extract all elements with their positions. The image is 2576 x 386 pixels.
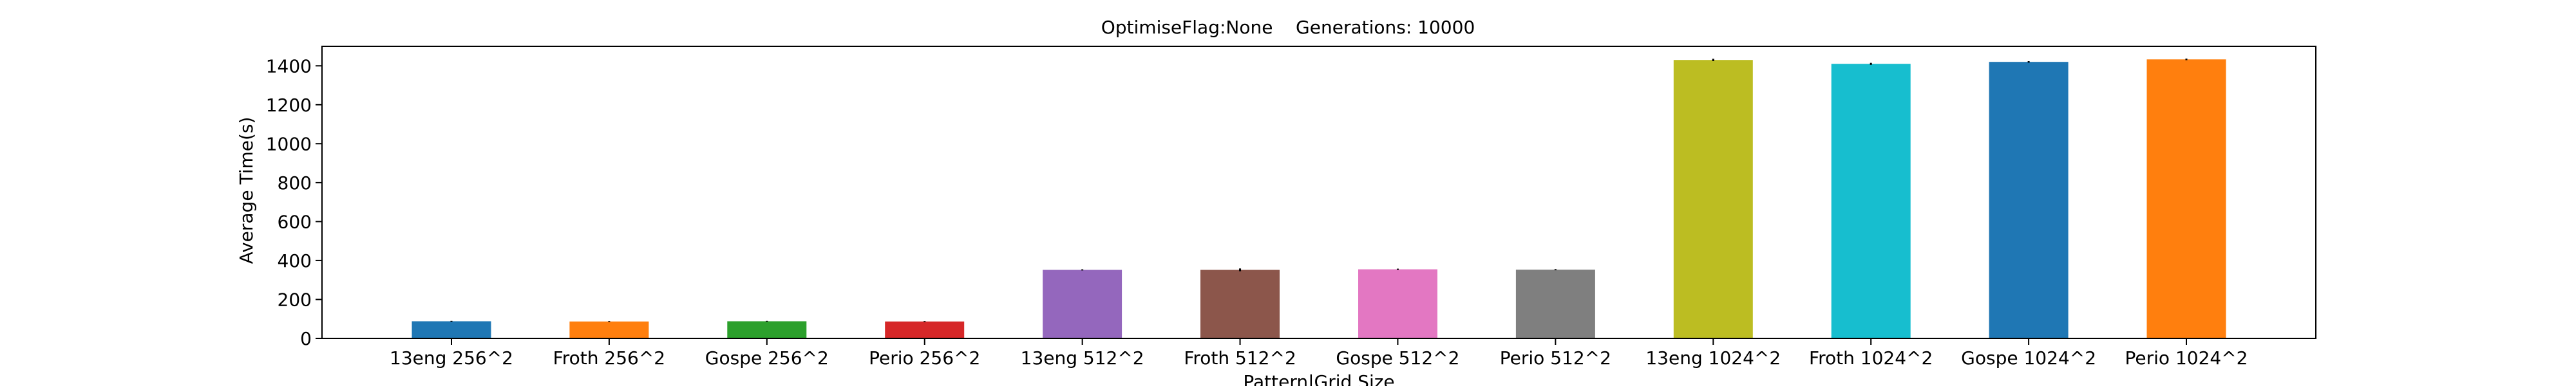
bar: [727, 321, 807, 338]
y-tick-label: 400: [278, 250, 312, 271]
y-tick-label: 800: [278, 172, 312, 194]
y-tick-label: 1000: [266, 133, 312, 154]
bars-layer: [412, 59, 2226, 339]
bar: [412, 321, 491, 338]
x-tick-label: 13eng 1024^2: [1645, 347, 1781, 369]
bar: [1831, 64, 1911, 338]
x-tick-label: Froth 1024^2: [1809, 347, 1933, 369]
x-tick-label: Gospe 256^2: [705, 347, 829, 369]
bar: [1515, 270, 1595, 338]
bar: [1989, 62, 2069, 338]
x-axis-label: Pattern|Grid Size: [1243, 371, 1394, 386]
y-tick-label: 1200: [266, 95, 312, 116]
x-tick-label: Froth 256^2: [553, 347, 665, 369]
bar: [1673, 60, 1753, 338]
bar: [1200, 270, 1280, 338]
x-tick-label: Froth 512^2: [1184, 347, 1296, 369]
ticks-layer: 13eng 256^2 Froth 256^2 Gospe 256^2 Perio 2…: [266, 55, 2248, 369]
bar: [1043, 270, 1122, 338]
bar: [569, 321, 649, 338]
x-tick-label: Perio 256^2: [869, 347, 980, 369]
bar: [2146, 59, 2226, 339]
x-tick-label: Perio 1024^2: [2125, 347, 2248, 369]
bar: [1358, 269, 1437, 338]
chart-title: OptimiseFlag:None Generations: 10000: [1101, 17, 1475, 38]
bar: [885, 321, 965, 338]
x-tick-label: Gospe 512^2: [1336, 347, 1459, 369]
x-tick-label: Gospe 1024^2: [1961, 347, 2096, 369]
x-tick-label: Perio 512^2: [1500, 347, 1611, 369]
y-tick-label: 200: [278, 290, 312, 311]
y-tick-label: 1400: [266, 55, 312, 77]
y-axis-label: Average Time(s): [236, 117, 257, 264]
plot-frame: [321, 46, 2316, 339]
x-tick-label: 13eng 512^2: [1021, 347, 1144, 369]
x-tick-label: 13eng 256^2: [390, 347, 513, 369]
y-tick-label: 600: [278, 211, 312, 232]
y-tick-label: 0: [300, 328, 312, 349]
